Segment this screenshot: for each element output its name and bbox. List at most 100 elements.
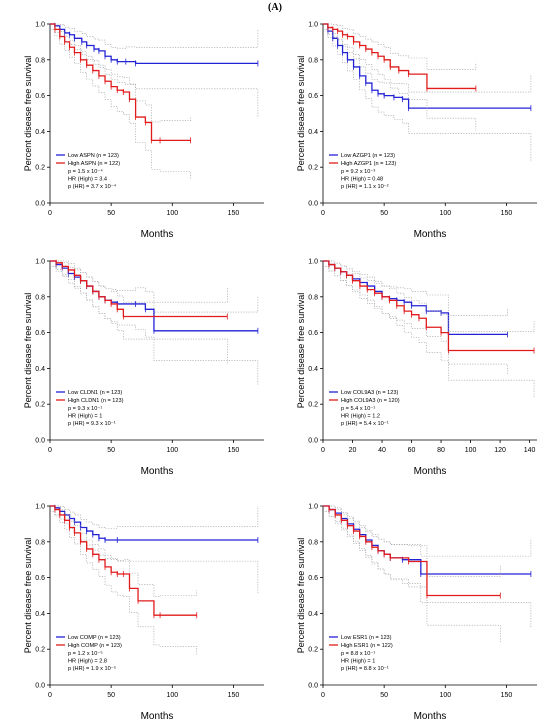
y-tick-label: 0.2 — [35, 165, 45, 172]
x-tick-label: 150 — [501, 210, 513, 217]
x-tick-label: 0 — [321, 210, 325, 217]
y-tick-label: 1.0 — [35, 22, 45, 29]
stat-annotation: p (HR) = 3.7 x 10⁻⁴ — [68, 183, 117, 190]
km-panel-cldn1: 0 50 100 150 0.0 0.2 0.4 0.6 0.8 1.0 Months Percent… — [22, 255, 272, 480]
ci-upper-line — [323, 23, 477, 70]
x-tick-label: 150 — [501, 692, 513, 699]
y-tick-label: 0.8 — [35, 539, 45, 546]
x-tick-label: 100 — [166, 447, 178, 454]
x-tick-label: 150 — [228, 692, 240, 699]
ci-lower-line — [50, 29, 191, 179]
stat-annotation: p = 1.2 x 10⁻⁵ — [68, 650, 103, 657]
ci-upper-line — [50, 260, 259, 313]
x-axis-label: Months — [141, 711, 174, 722]
y-tick-label: 0.6 — [35, 575, 45, 582]
survival-curve-low — [323, 23, 531, 109]
km-plot-svg: 0 50 100 150 0.0 0.2 0.4 0.6 0.8 1.0 Months Percent… — [23, 504, 264, 722]
stat-annotation: p (HR) = 1.1 x 10⁻² — [341, 184, 389, 190]
x-tick-label: 120 — [494, 447, 506, 454]
stat-annotation: p (HR) = 9.3 x 10⁻¹ — [68, 421, 116, 427]
x-tick-label: 40 — [378, 447, 386, 454]
km-panel-aspn: 0 50 100 150 0.0 0.2 0.4 0.6 0.8 1.0 Months Percent… — [22, 18, 272, 243]
legend-label-low: Low CLDN1 (n = 123) — [68, 390, 122, 396]
stat-annotation: p (HR) = 8.8 x 10⁻¹ — [341, 666, 389, 672]
x-axis-label: Months — [414, 466, 447, 477]
y-tick-label: 0.0 — [35, 201, 45, 208]
stat-annotation: HR (High) = 1 — [68, 414, 102, 420]
y-tick-label: 0.0 — [308, 683, 318, 690]
y-tick-label: 0.8 — [35, 57, 45, 64]
x-tick-label: 0 — [321, 447, 325, 454]
y-tick-label: 0.4 — [308, 366, 318, 373]
ci-lower-line — [50, 29, 259, 118]
survival-curve-low — [50, 260, 258, 332]
y-tick-label: 0.0 — [308, 201, 318, 208]
y-tick-label: 0.4 — [35, 366, 45, 373]
y-tick-label: 0.8 — [308, 539, 318, 546]
y-tick-label: 1.0 — [308, 22, 318, 29]
y-tick-label: 0.8 — [35, 294, 45, 301]
x-tick-label: 50 — [380, 210, 388, 217]
x-tick-label: 100 — [439, 210, 451, 217]
y-tick-label: 1.0 — [35, 504, 45, 511]
survival-curve-low — [323, 260, 508, 336]
x-tick-label: 0 — [48, 210, 52, 217]
y-tick-label: 0.0 — [35, 438, 45, 445]
ci-lower-line — [50, 266, 228, 364]
x-tick-label: 50 — [107, 692, 115, 699]
legend-label-low: Low COMP (n = 123) — [68, 635, 121, 641]
y-axis-label: Percent disease free survival — [23, 56, 33, 172]
y-tick-label: 0.2 — [35, 402, 45, 409]
km-plot-svg: 0 50 100 150 0.0 0.2 0.4 0.6 0.8 1.0 Months Percent… — [296, 22, 537, 240]
x-tick-label: 0 — [48, 447, 52, 454]
stat-annotation: HR (High) = 0.48 — [341, 177, 383, 183]
stat-annotation: p (HR) = 1.9 x 10⁻⁵ — [68, 665, 116, 672]
x-tick-label: 140 — [524, 447, 536, 454]
stat-annotation: HR (High) = 1 — [341, 659, 375, 665]
y-tick-label: 0.4 — [308, 129, 318, 136]
km-panel-comp: 0 50 100 150 0.0 0.2 0.4 0.6 0.8 1.0 Months Percent… — [22, 500, 272, 725]
x-axis-label: Months — [414, 229, 447, 240]
legend-label-low: Low ESR1 (n = 123) — [341, 635, 392, 641]
legend-label-low: Low AZGP1 (n = 123) — [341, 153, 395, 159]
x-tick-label: 0 — [48, 692, 52, 699]
ci-upper-line — [323, 260, 508, 316]
stat-annotation: p = 9.2 x 10⁻³ — [341, 169, 375, 175]
stat-annotation: HR (High) = 3.4 — [68, 177, 107, 183]
stat-annotation: p = 9.3 x 10⁻¹ — [68, 406, 102, 412]
ci-upper-line — [323, 505, 501, 578]
legend-label-low: Low COL9A3 (n = 123) — [341, 390, 399, 396]
legend-label-high: High COMP (n = 123) — [68, 643, 122, 649]
legend-label-high: High ESR1 (n = 122) — [341, 643, 393, 649]
x-tick-label: 150 — [228, 210, 240, 217]
x-tick-label: 50 — [107, 447, 115, 454]
km-panel-col9a3: 0 20 40 60 80 100 120 140 0.0 0.2 0.4 0.6 0.8 1.0 Mont… — [295, 255, 545, 480]
y-tick-label: 0.8 — [308, 294, 318, 301]
x-tick-label: 100 — [439, 692, 451, 699]
y-tick-label: 0.2 — [308, 647, 318, 654]
y-tick-label: 0.6 — [308, 575, 318, 582]
y-axis-label: Percent disease free survival — [23, 538, 33, 654]
ci-lower-line — [50, 511, 259, 595]
ci-upper-line — [50, 505, 259, 529]
km-panel-azgp1: 0 50 100 150 0.0 0.2 0.4 0.6 0.8 1.0 Months Percent… — [295, 18, 545, 243]
survival-curve-high — [50, 260, 228, 318]
stat-annotation: p = 8.8 x 10⁻¹ — [341, 651, 375, 657]
km-plot-svg: 0 20 40 60 80 100 120 140 0.0 0.2 0.4 0.6 0.8 1.0 Mont… — [296, 259, 537, 477]
km-plot-svg: 0 50 100 150 0.0 0.2 0.4 0.6 0.8 1.0 Months Percent… — [23, 22, 264, 240]
x-tick-label: 0 — [321, 692, 325, 699]
legend-label-high: High ASPN (n = 122) — [68, 161, 120, 167]
y-tick-label: 0.4 — [308, 611, 318, 618]
survival-curve-high — [50, 23, 191, 141]
x-tick-label: 100 — [465, 447, 477, 454]
stat-annotation: p = 5.4 x 10⁻¹ — [341, 406, 375, 412]
y-tick-label: 0.0 — [35, 683, 45, 690]
y-tick-label: 1.0 — [308, 504, 318, 511]
x-tick-label: 100 — [166, 692, 178, 699]
stat-annotation: HR (High) = 1.2 — [341, 414, 380, 420]
ci-lower-line — [50, 511, 198, 655]
figure-label: (A) — [268, 2, 282, 13]
y-tick-label: 0.2 — [308, 402, 318, 409]
y-tick-label: 0.2 — [308, 165, 318, 172]
y-tick-label: 0.4 — [35, 611, 45, 618]
